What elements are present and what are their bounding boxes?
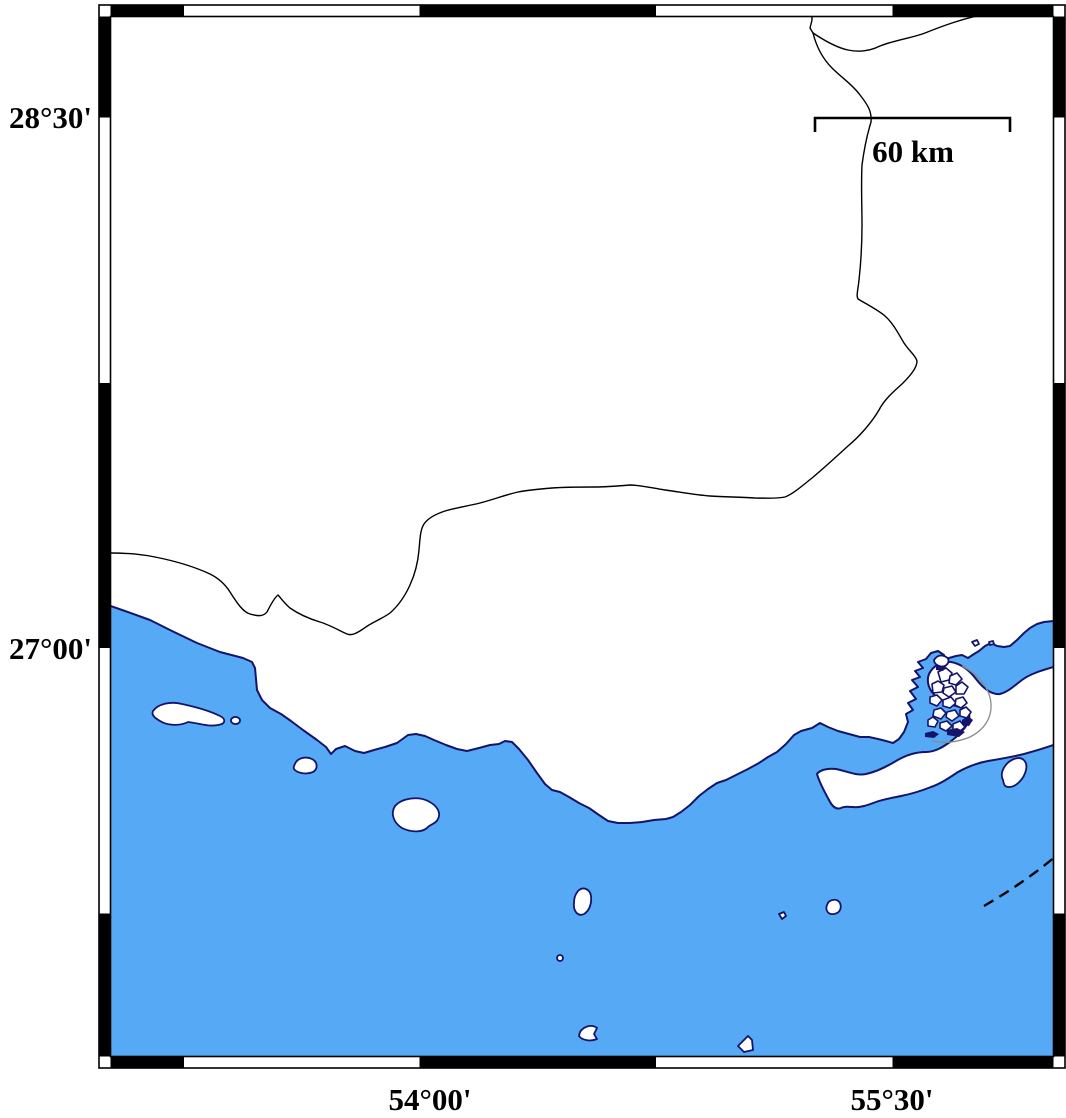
island-mid-small bbox=[292, 756, 318, 775]
scale-bar bbox=[813, 116, 1012, 132]
latitude-label-north: 28°30' bbox=[9, 100, 92, 135]
island-west-long bbox=[151, 701, 226, 727]
graticule-labels: 28°30' 27°00' 54°00' 55°30' bbox=[9, 100, 934, 1117]
island-small-round-east bbox=[825, 898, 842, 916]
boundary-east-branch bbox=[812, 16, 978, 52]
island-west-tiny bbox=[230, 716, 241, 725]
sea-area bbox=[110, 606, 1054, 1057]
island-oval-southeast bbox=[1001, 757, 1028, 788]
island-tiny-east bbox=[778, 911, 787, 920]
island-south-1 bbox=[578, 1025, 598, 1042]
island-south-2 bbox=[737, 1035, 754, 1053]
longitude-label-west: 54°00' bbox=[388, 1082, 471, 1117]
map-canvas: 60 km bbox=[110, 16, 1054, 1057]
dashed-offshore-boundary bbox=[983, 857, 1054, 908]
boundary-lines bbox=[110, 16, 978, 636]
map-frame bbox=[98, 4, 1066, 1069]
offshore-islands bbox=[151, 701, 1028, 1053]
boundary-south-branch bbox=[110, 32, 918, 636]
island-mid-round bbox=[391, 797, 441, 833]
scale-bar-label: 60 km bbox=[872, 134, 954, 169]
delta-islet-cluster bbox=[925, 664, 973, 738]
islet-strait-2 bbox=[971, 639, 980, 647]
islet-strait-1 bbox=[933, 654, 950, 668]
islet-strait-3 bbox=[988, 640, 995, 646]
latitude-label-south: 27°00' bbox=[9, 631, 92, 666]
island-teardrop bbox=[572, 887, 593, 916]
large-island-landmass bbox=[816, 660, 1054, 810]
lagoon-limit-line bbox=[931, 665, 992, 744]
mainland-coastline bbox=[110, 605, 1054, 824]
longitude-label-east: 55°30' bbox=[850, 1082, 933, 1117]
island-dot bbox=[556, 954, 564, 962]
boundary-stem bbox=[809, 16, 814, 34]
